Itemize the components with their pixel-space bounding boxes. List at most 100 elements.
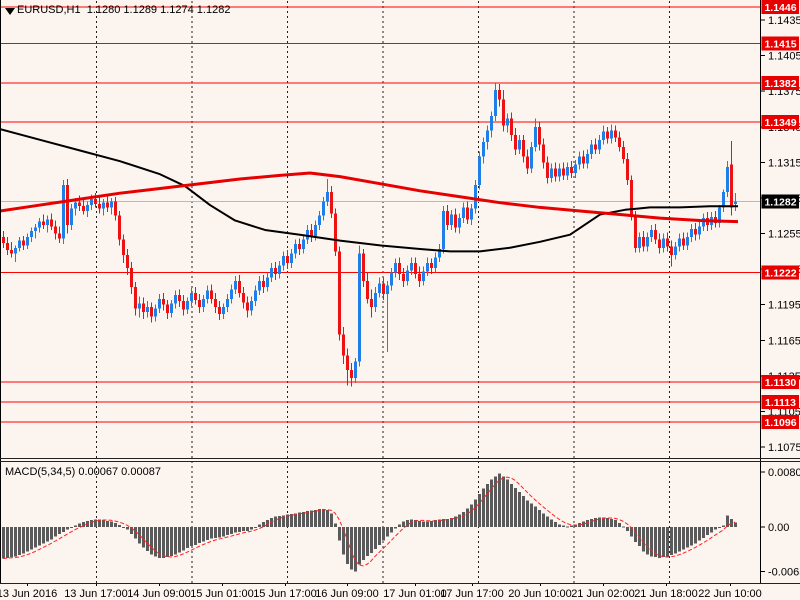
candle-down	[414, 263, 417, 274]
candle-up	[314, 225, 317, 236]
candle-down	[670, 246, 673, 255]
candle-down	[22, 240, 25, 246]
candle-up	[478, 156, 481, 185]
macd-axis: 0.00803 0.00 -0.00652	[761, 467, 800, 579]
candle-down	[246, 302, 249, 311]
candle-up	[534, 126, 537, 147]
candle-down	[338, 251, 341, 335]
candle-up	[110, 201, 113, 208]
candle-up	[354, 361, 357, 379]
candle-up	[86, 205, 89, 211]
candle-down	[118, 215, 121, 240]
candle-down	[330, 192, 333, 214]
candle-down	[2, 237, 5, 244]
candle-up	[206, 290, 209, 299]
candle-up	[678, 238, 681, 247]
candle-down	[298, 244, 301, 249]
candle-up	[222, 307, 225, 315]
candle-up	[322, 201, 325, 216]
candle-up	[14, 247, 17, 254]
candle-up	[186, 301, 189, 310]
svg-text:-0.00652: -0.00652	[768, 567, 800, 579]
candle-down	[626, 158, 629, 181]
candle-up	[34, 227, 37, 232]
price-badge	[761, 194, 799, 209]
candle-up	[230, 289, 233, 299]
candle-down	[122, 239, 125, 255]
candle-down	[538, 126, 541, 145]
candle-up	[410, 263, 413, 271]
candle-up	[426, 263, 429, 272]
candle-up	[234, 280, 237, 290]
candle-down	[210, 290, 213, 299]
candle-up	[458, 218, 461, 228]
svg-text:1.1165: 1.1165	[768, 335, 800, 347]
candle-down	[342, 334, 345, 356]
candle-down	[286, 256, 289, 264]
candle-up	[494, 89, 497, 117]
candle-down	[346, 355, 349, 370]
candle-down	[614, 130, 617, 138]
candle-up	[306, 229, 309, 240]
candle-up	[726, 167, 729, 193]
price-badge	[761, 394, 799, 409]
candle-up	[390, 272, 393, 286]
candle-up	[490, 116, 493, 131]
candle-up	[270, 267, 273, 278]
svg-text:14 Jun 09:00: 14 Jun 09:00	[127, 588, 191, 600]
price-badge	[761, 0, 799, 14]
svg-text:1.1075: 1.1075	[768, 442, 800, 454]
candle-up	[474, 184, 477, 209]
candle-up	[574, 164, 577, 174]
candle-down	[262, 280, 265, 287]
candle-down	[594, 144, 597, 150]
svg-text:1.1195: 1.1195	[768, 300, 800, 312]
candle-up	[462, 207, 465, 219]
candle-down	[242, 292, 245, 303]
candle-up	[586, 154, 589, 164]
candle-up	[590, 144, 593, 155]
svg-text:20 Jun 10:00: 20 Jun 10:00	[508, 588, 572, 600]
candle-up	[282, 256, 285, 266]
symbol-collapse-arrow-icon[interactable]	[5, 8, 15, 15]
candle-up	[302, 239, 305, 249]
candle-up	[518, 139, 521, 150]
candle-up	[718, 207, 721, 223]
candle-down	[238, 280, 241, 293]
price-badges: 1.1446 1.1415 1.1382 1.1349 1.1222 1.1130 1.11…	[761, 0, 799, 430]
candle-up	[674, 246, 677, 255]
candle-down	[570, 167, 573, 174]
candle-down	[682, 238, 685, 246]
macd-values: 0.00067 0.00087	[78, 466, 161, 478]
candle-down	[514, 135, 517, 150]
candle-up	[646, 237, 649, 247]
price-badge	[761, 374, 799, 389]
candle-up	[146, 307, 149, 312]
price-badge	[761, 415, 799, 430]
candle-up	[190, 292, 193, 302]
candle-down	[542, 144, 545, 163]
candle-down	[498, 89, 501, 100]
candle-down	[402, 273, 405, 281]
candle-down	[106, 202, 109, 208]
candle-down	[430, 263, 433, 268]
candle-down	[366, 280, 369, 299]
candle-down	[50, 219, 53, 227]
candle-up	[598, 139, 601, 150]
candle-down	[654, 229, 657, 240]
svg-text:1.1222: 1.1222	[764, 268, 796, 280]
candle-up	[438, 248, 441, 258]
candle-up	[374, 292, 377, 308]
candle-down	[658, 239, 661, 248]
candle-up	[250, 301, 253, 311]
candle-up	[254, 290, 257, 302]
candle-down	[126, 254, 129, 268]
price-badge	[761, 265, 799, 280]
candle-down	[634, 215, 637, 248]
svg-text:13 Jun 2016: 13 Jun 2016	[0, 588, 57, 600]
candle-up	[602, 131, 605, 140]
candle-down	[82, 206, 85, 211]
candle-up	[422, 271, 425, 281]
